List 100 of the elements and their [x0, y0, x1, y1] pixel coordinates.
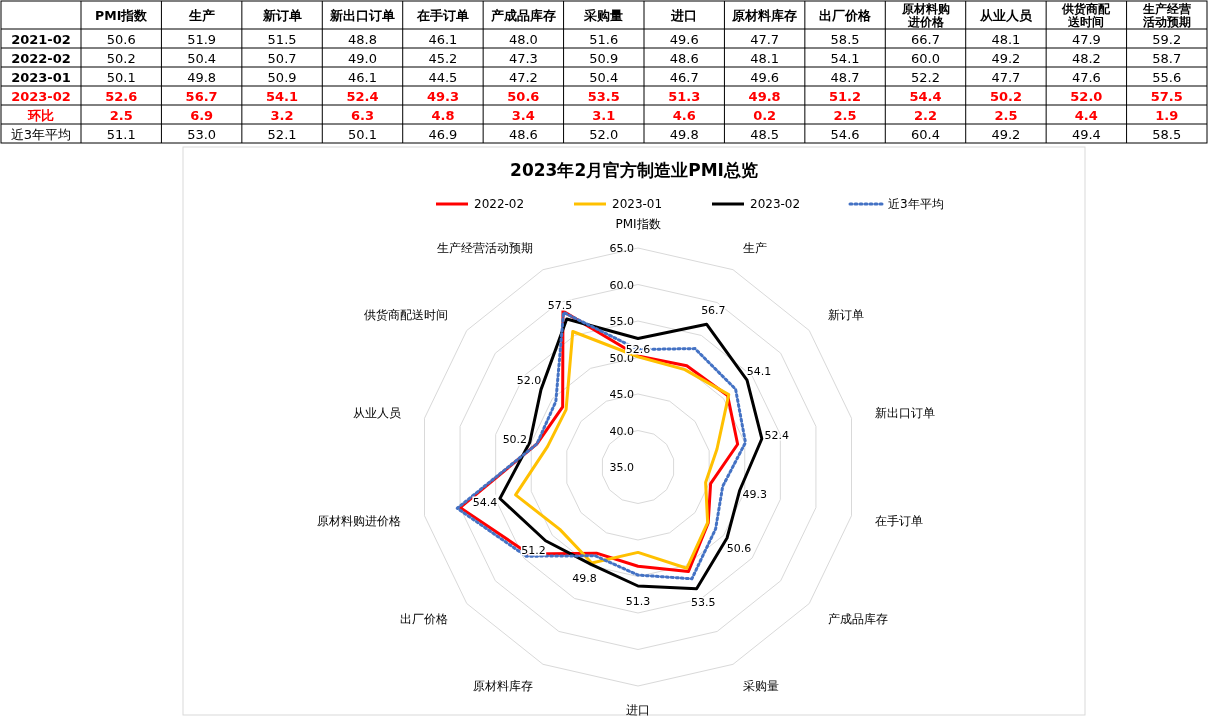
spoke-label: 产成品库存 [828, 611, 889, 626]
data-label: 50.6 [507, 88, 540, 104]
data-label: 45.2 [428, 50, 458, 66]
spoke-label: 进口 [626, 703, 650, 718]
x-tick-label: 新订单 [261, 8, 302, 23]
spoke-label: 生产 [743, 240, 768, 255]
spoke-label: 在手订单 [875, 514, 923, 529]
data-label: 50.2 [502, 432, 528, 446]
chart-title: 2023年2月官方制造业PMI总览 [510, 160, 758, 180]
legend-label: 近3年平均 [888, 197, 944, 211]
data-label: 2.2 [913, 107, 938, 123]
data-label: 51.2 [829, 88, 862, 104]
y-tick-label: 35.0 [609, 461, 634, 474]
data-label: 48.0 [508, 31, 538, 47]
x-tick-label: 采购量 [583, 8, 624, 23]
data-label: 2.5 [109, 107, 133, 123]
y-tick-label: 2022-02 [11, 50, 71, 66]
data-label: 47.9 [1071, 31, 1101, 47]
data-label: 57.5 [1150, 88, 1183, 104]
data-label: 4.6 [672, 107, 696, 123]
data-label: 50.4 [187, 50, 217, 66]
data-label: 54.1 [266, 88, 299, 104]
data-label: 48.1 [750, 50, 780, 66]
data-label: 3.1 [592, 107, 616, 123]
data-label: 48.6 [669, 50, 699, 66]
data-label: 49.4 [1071, 126, 1101, 142]
data-label: 2.5 [833, 107, 857, 123]
data-label: 50.9 [267, 69, 297, 85]
data-label: 47.7 [991, 69, 1021, 85]
data-label: 4.8 [431, 107, 455, 123]
data-label: 48.1 [991, 31, 1021, 47]
data-label: 60.4 [911, 126, 940, 142]
data-label: 50.2 [106, 50, 136, 66]
data-label: 53.5 [587, 88, 620, 104]
data-label: 55.6 [1152, 69, 1182, 85]
data-label: 57.5 [547, 299, 573, 313]
x-tick-label: 原材料购进价格 [900, 2, 950, 29]
data-label: 6.9 [190, 107, 214, 123]
data-label: 56.7 [701, 304, 726, 318]
data-label: 53.0 [187, 126, 217, 142]
data-label: 54.1 [830, 50, 860, 66]
data-label: 51.1 [106, 126, 136, 142]
x-tick-label: 产成品库存 [489, 8, 556, 23]
y-tick-label: 55.0 [609, 315, 634, 328]
y-tick-label: 2023-02 [11, 88, 71, 104]
data-label: 50.9 [589, 50, 619, 66]
x-tick-label: PMI指数 [95, 8, 149, 23]
data-label: 51.3 [625, 595, 651, 609]
x-tick-label: 进口 [670, 8, 698, 23]
data-label: 51.5 [267, 31, 297, 47]
data-label: 54.1 [746, 364, 772, 378]
data-label: 54.4 [909, 88, 942, 104]
spoke-label: 原材料购进价格 [317, 514, 401, 529]
data-label: 6.3 [350, 107, 375, 123]
data-label: 49.3 [742, 487, 767, 501]
data-label: 52.0 [516, 374, 542, 388]
x-tick-label: 新出口订单 [329, 8, 395, 23]
data-label: 50.1 [348, 126, 377, 142]
data-label: 3.2 [270, 107, 294, 123]
data-label: 52.1 [267, 126, 297, 142]
data-label: 3.4 [511, 107, 535, 123]
spoke-label: 供货商配送时间 [363, 308, 448, 323]
data-label: 49.6 [750, 69, 780, 85]
data-label: 54.4 [472, 495, 498, 509]
y-tick-label: 近3年平均 [10, 126, 72, 142]
data-label: 52.4 [346, 88, 379, 104]
y-tick-label: 环比 [27, 107, 54, 123]
data-label: 56.7 [185, 88, 218, 104]
data-label: 50.7 [267, 50, 297, 66]
x-tick-label: 生产经营活动预期 [1141, 2, 1191, 29]
data-label: 66.7 [911, 31, 940, 47]
data-label: 50.6 [726, 541, 752, 555]
x-tick-label: 生产 [187, 8, 215, 23]
spoke-label: 原材料库存 [472, 679, 533, 694]
y-tick-label: 65.0 [609, 242, 634, 255]
x-tick-label: 原材料库存 [731, 8, 798, 23]
data-label: 58.7 [1152, 50, 1182, 66]
data-label: 50.6 [106, 31, 136, 47]
data-label: 52.0 [589, 126, 619, 142]
legend-label: 2023-02 [750, 197, 801, 211]
data-label: 51.9 [187, 31, 217, 47]
spoke-label: 生产经营活动预期 [436, 240, 533, 255]
data-label: 50.4 [589, 69, 619, 85]
data-label: 46.7 [669, 69, 699, 85]
data-label: 48.8 [348, 31, 377, 47]
data-label: 49.2 [991, 50, 1021, 66]
data-label: 46.9 [428, 126, 458, 142]
data-label: 53.5 [691, 596, 716, 610]
data-label: 47.6 [1071, 69, 1101, 85]
data-label: 4.4 [1074, 107, 1098, 123]
data-label: 59.2 [1152, 31, 1182, 47]
y-tick-label: 60.0 [609, 278, 634, 292]
x-tick-label: 出厂价格 [819, 8, 873, 23]
data-label: 48.2 [1071, 50, 1101, 66]
data-label: 1.9 [1155, 107, 1179, 123]
data-label: 52.4 [764, 429, 790, 443]
data-label: 52.6 [105, 88, 138, 104]
y-tick-label: 40.0 [609, 424, 634, 438]
data-label: 44.5 [428, 69, 458, 85]
data-label: 58.5 [1152, 126, 1182, 142]
